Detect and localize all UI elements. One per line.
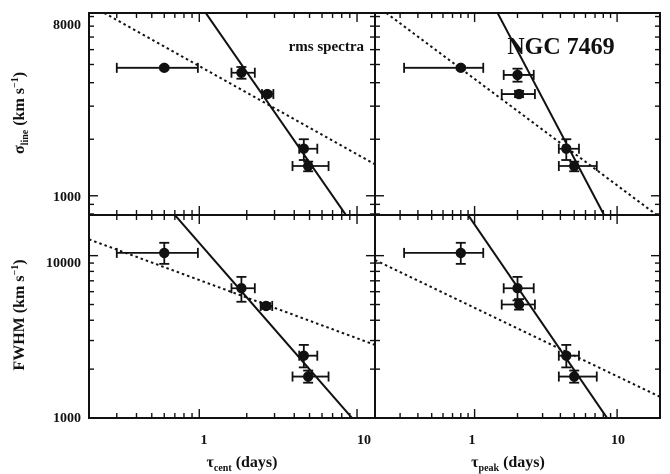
solid-fit-line <box>204 13 347 215</box>
panel-2-points <box>115 241 330 384</box>
y-axis-label-top: σline (km s−1) <box>10 72 31 154</box>
data-point <box>557 138 580 161</box>
data-marker <box>236 283 247 294</box>
data-marker <box>512 69 523 81</box>
data-point <box>230 66 256 80</box>
solid-fit-line <box>467 215 608 418</box>
data-marker <box>298 350 310 361</box>
data-point <box>557 160 598 173</box>
data-point <box>403 241 485 265</box>
data-point <box>261 88 275 100</box>
y-tick-label-8000: 8000 <box>53 18 81 33</box>
data-point <box>298 344 319 369</box>
data-marker <box>298 143 310 154</box>
data-point <box>502 67 535 83</box>
y-tick-label-1000-top: 1000 <box>53 190 81 205</box>
y-label-top-unit-sup: −1 <box>10 77 21 88</box>
y-label-top-unit: (km s <box>11 88 28 126</box>
data-marker <box>159 247 170 259</box>
x-label-left-subscript: cent <box>214 463 232 474</box>
data-point <box>259 300 274 312</box>
data-marker <box>561 350 572 361</box>
x-tick-label-1-right: 1 <box>469 433 476 448</box>
data-point <box>298 138 319 161</box>
panel-0-points <box>115 62 330 173</box>
data-marker <box>569 371 580 382</box>
panel-1-fits <box>385 13 658 215</box>
dotted-fit-line <box>103 13 375 166</box>
x-tick-label-10-left: 10 <box>357 433 371 448</box>
data-point <box>115 62 199 74</box>
x-label-right-unit: (days) <box>503 454 545 471</box>
panel-1-points <box>403 62 598 173</box>
data-marker <box>569 160 580 172</box>
data-point <box>557 369 598 384</box>
y-label-top-unit-close: ) <box>11 72 28 77</box>
y-tick-label-10000: 10000 <box>46 256 81 271</box>
panel-2-fits <box>89 215 375 418</box>
fit-lines <box>89 13 660 418</box>
data-marker <box>561 143 572 154</box>
panel-3-fits <box>375 215 660 418</box>
chart-title: NGC 7469 <box>507 34 614 60</box>
x-label-right-symbol: τ <box>471 454 479 471</box>
data-marker <box>302 371 314 382</box>
panel-3-points <box>403 241 598 384</box>
data-point <box>557 344 580 369</box>
y-label-bottom-unit: (km s <box>11 275 28 313</box>
data-marker <box>455 247 466 259</box>
x-label-right-subscript: peak <box>479 463 500 474</box>
data-point <box>115 241 199 265</box>
data-point <box>502 275 535 302</box>
solid-fit-line <box>174 215 353 418</box>
x-axis-label-right: τpeak (days) <box>471 454 545 474</box>
y-axis-label-bottom: FWHM (km s−1) <box>10 259 28 370</box>
data-marker <box>260 300 272 312</box>
y-label-top-symbol: σ <box>11 145 28 154</box>
data-point <box>291 369 330 384</box>
data-marker <box>159 62 170 74</box>
data-point <box>230 275 256 303</box>
x-axis-label-left: τcent (days) <box>207 454 278 474</box>
data-marker <box>236 67 247 78</box>
axis-ticks <box>88 13 661 419</box>
y-label-bottom-unit-sup: −1 <box>10 265 21 276</box>
data-marker <box>513 299 525 310</box>
data-points <box>115 62 598 384</box>
y-tick-label-1000-bottom: 1000 <box>53 411 81 426</box>
x-label-left-unit: (days) <box>236 454 278 471</box>
x-tick-label-10-right: 10 <box>611 433 625 448</box>
annotation-rms-spectra: rms spectra <box>289 39 365 55</box>
data-marker <box>513 88 525 100</box>
y-label-top-subscript: line <box>20 129 31 145</box>
data-point <box>500 88 536 100</box>
data-point <box>403 62 485 74</box>
data-point <box>291 160 330 173</box>
x-tick-label-1-left: 1 <box>201 433 208 448</box>
solid-fit-line <box>496 13 605 215</box>
dotted-fit-line <box>385 13 658 215</box>
dotted-fit-line <box>89 238 375 346</box>
data-marker <box>512 283 523 294</box>
x-label-left-symbol: τ <box>207 454 215 471</box>
data-marker <box>455 62 466 74</box>
y-label-bottom-name: FWHM <box>11 317 28 370</box>
data-marker <box>262 88 273 100</box>
data-point <box>500 298 536 311</box>
y-label-bottom-unit-close: ) <box>11 259 28 264</box>
data-marker <box>302 160 314 172</box>
panel-0-fits <box>103 13 375 215</box>
